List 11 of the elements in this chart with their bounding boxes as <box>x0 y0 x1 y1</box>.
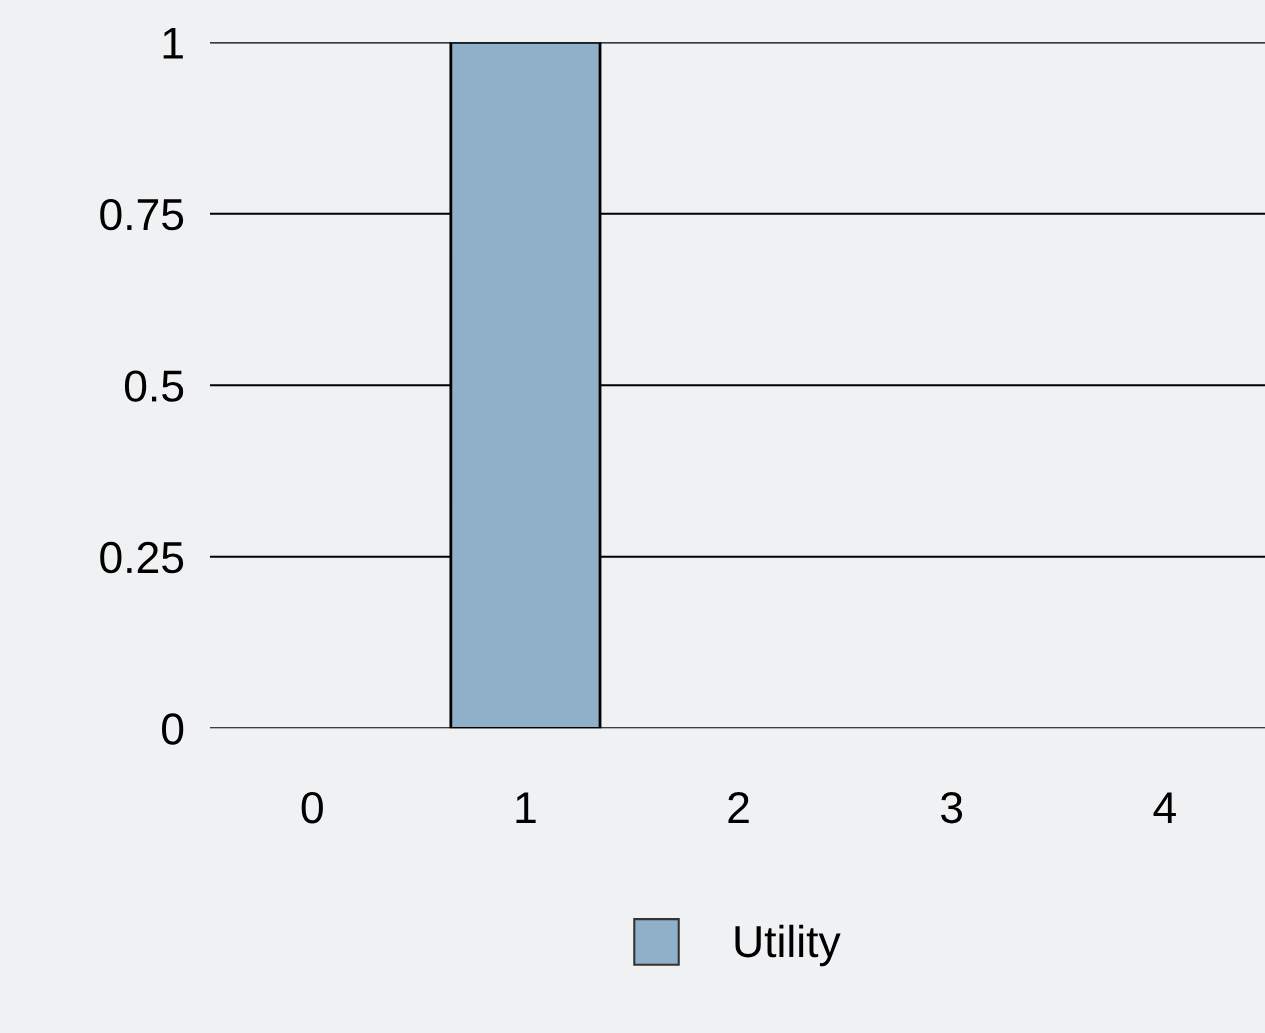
x-tick-label: 1 <box>516 792 536 823</box>
y-tick-label: 0 <box>162 713 184 745</box>
x-tick-label: 2 <box>728 791 749 823</box>
legend-label: Utility <box>735 924 841 967</box>
y-tick-label: 1 <box>163 27 183 59</box>
y-tick-label: 0.5 <box>124 370 184 402</box>
y-tick-label: 0.75 <box>100 198 184 231</box>
x-tick-label: 4 <box>1153 792 1176 823</box>
x-tick-label: 3 <box>941 791 963 824</box>
x-tick-label: 0 <box>301 791 323 824</box>
y-tick-label: 0.25 <box>100 541 184 574</box>
